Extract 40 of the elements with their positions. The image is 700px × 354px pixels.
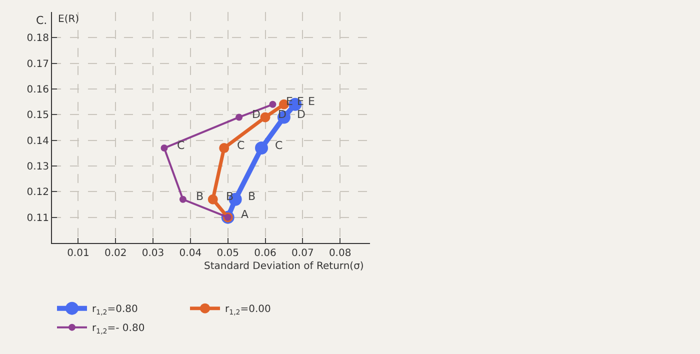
point	[260, 112, 270, 122]
x-tick-label: 0.07	[292, 248, 314, 259]
point	[160, 144, 168, 152]
point	[255, 142, 268, 155]
x-tick-label: 0.06	[254, 248, 276, 259]
point	[179, 196, 186, 203]
annotation: D	[252, 108, 260, 121]
x-tick-label: 0.08	[328, 248, 352, 259]
annotation: D	[278, 108, 286, 121]
x-tick-label: 0.05	[216, 248, 239, 259]
y-axis-title: E(R)	[58, 14, 80, 25]
y-tick-label: 0.12	[26, 187, 49, 198]
y-tick-label: 0.17	[26, 58, 49, 70]
y-tick-label: 0.14	[26, 136, 49, 147]
point	[208, 194, 218, 204]
x-axis-title: Standard Deviation of Return(σ)	[204, 261, 364, 272]
annotation: C	[237, 139, 245, 152]
legend-label: r$_{1,2}$=0.80	[92, 304, 138, 316]
annotation: B	[196, 190, 204, 203]
y-tick-label: 0.18	[26, 33, 49, 44]
annotation: B	[248, 190, 256, 203]
annotation: A	[241, 208, 249, 221]
y-tick-label: 0.13	[26, 162, 49, 172]
x-tick-label: 0.01	[67, 248, 90, 259]
x-tick-label: 0.03	[142, 248, 164, 259]
point	[269, 100, 276, 108]
annotation: D	[297, 108, 306, 121]
point	[236, 114, 243, 121]
annotation: E	[308, 95, 315, 108]
annotation: C	[177, 139, 185, 152]
annotation: C	[275, 139, 283, 152]
x-tick-label: 0.04	[179, 248, 202, 259]
legend-label: r$_{1,2}$=0.00	[225, 304, 271, 316]
x-tick-label: 0.02	[104, 248, 127, 259]
point	[219, 143, 230, 154]
y-tick-label: 0.11	[26, 212, 49, 224]
text: C.	[36, 14, 48, 27]
y-tick-label: 0.15	[26, 110, 49, 122]
y-tick-label: 0.16	[26, 84, 49, 96]
legend-label: r$_{1,2}$=- 0.80	[92, 323, 145, 336]
